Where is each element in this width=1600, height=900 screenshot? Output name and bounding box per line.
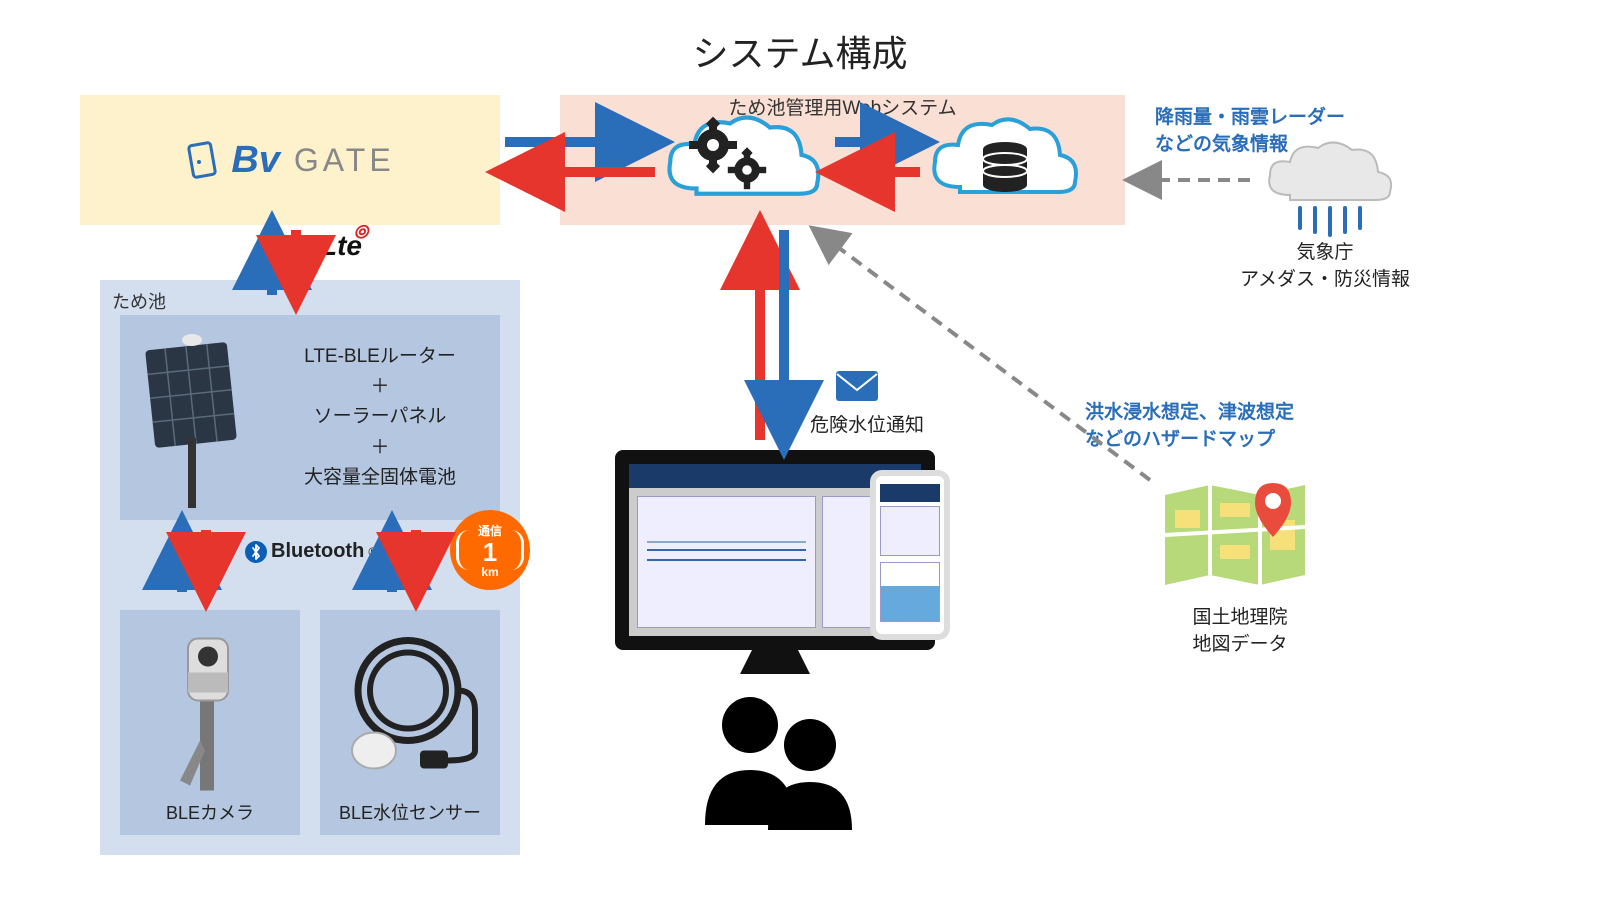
lte-badge: Lte ⦾ [320, 230, 362, 262]
router-text: LTE-BLEルーター ＋ ソーラーパネル ＋ 大容量全固体電池 [260, 342, 500, 494]
router-line4: ＋ [370, 437, 389, 458]
bluetooth-text: Bluetooth [271, 540, 364, 563]
phone-icon [870, 470, 950, 640]
ble-sensor-icon [330, 618, 490, 793]
map-icon [1155, 465, 1315, 595]
bvgate-gate: GATE [294, 142, 395, 179]
camera-box: BLEカメラ [120, 610, 300, 835]
mail-label: 危険水位通知 [810, 410, 924, 437]
camera-label: BLEカメラ [166, 799, 254, 825]
sensor-label: BLE水位センサー [339, 799, 481, 825]
mail-icon [835, 370, 879, 402]
comm-t1: 通信 [478, 522, 502, 539]
comm-t3: km [481, 565, 498, 579]
lte-wave-icon: ⦾ [354, 222, 368, 243]
level-sensor-box: BLE水位センサー [320, 610, 500, 835]
bluetooth-icon [245, 541, 267, 563]
router-line1: LTE-BLEルーター [304, 346, 456, 367]
comm-1km-badge: 通信 1 km [450, 510, 530, 590]
hazard-info-text: 洪水浸水想定、津波想定 などのハザードマップ [1085, 400, 1294, 453]
cloud-title: ため池管理用Webシステム [728, 93, 956, 120]
router-line5: 大容量全固体電池 [304, 467, 456, 488]
ble-camera-icon [130, 618, 290, 793]
router-line2: ＋ [370, 376, 389, 397]
bvgate-box: Bv GATE [80, 95, 500, 225]
pond-label: ため池 [112, 288, 166, 314]
cloud-system-box: ため池管理用Webシステム [560, 95, 1125, 225]
gsi-line1: 国土地理院 [1192, 607, 1287, 628]
bvgate-logo: Bv GATE [185, 139, 394, 182]
diagram-title: システム構成 [0, 25, 1600, 77]
jma-label: 気象庁 アメダス・防災情報 [1215, 240, 1435, 293]
router-box: LTE-BLEルーター ＋ ソーラーパネル ＋ 大容量全固体電池 [120, 315, 500, 520]
bvgate-icon [185, 140, 225, 180]
weather-line1: 降雨量・雨雲レーダー [1155, 107, 1345, 128]
gsi-line2: 地図データ [1192, 634, 1287, 655]
bvgate-bv: Bv [231, 139, 280, 182]
hazard-line2: などのハザードマップ [1085, 429, 1275, 450]
hazard-line1: 洪水浸水想定、津波想定 [1085, 402, 1294, 423]
users-icon [690, 690, 870, 830]
monitor-stand [740, 646, 810, 674]
router-line3: ソーラーパネル [314, 406, 447, 427]
jma-line1: 気象庁 [1296, 242, 1353, 263]
jma-cloud-icon [1260, 140, 1400, 230]
jma-line2: アメダス・防災情報 [1240, 269, 1410, 290]
comm-t2: 1 [483, 539, 497, 565]
gsi-label: 国土地理院 地図データ [1175, 605, 1305, 658]
bluetooth-badge: Bluetooth® [245, 540, 377, 563]
solar-panel-icon [120, 328, 260, 508]
sensor-row: BLEカメラ BLE水位センサー [120, 610, 500, 835]
